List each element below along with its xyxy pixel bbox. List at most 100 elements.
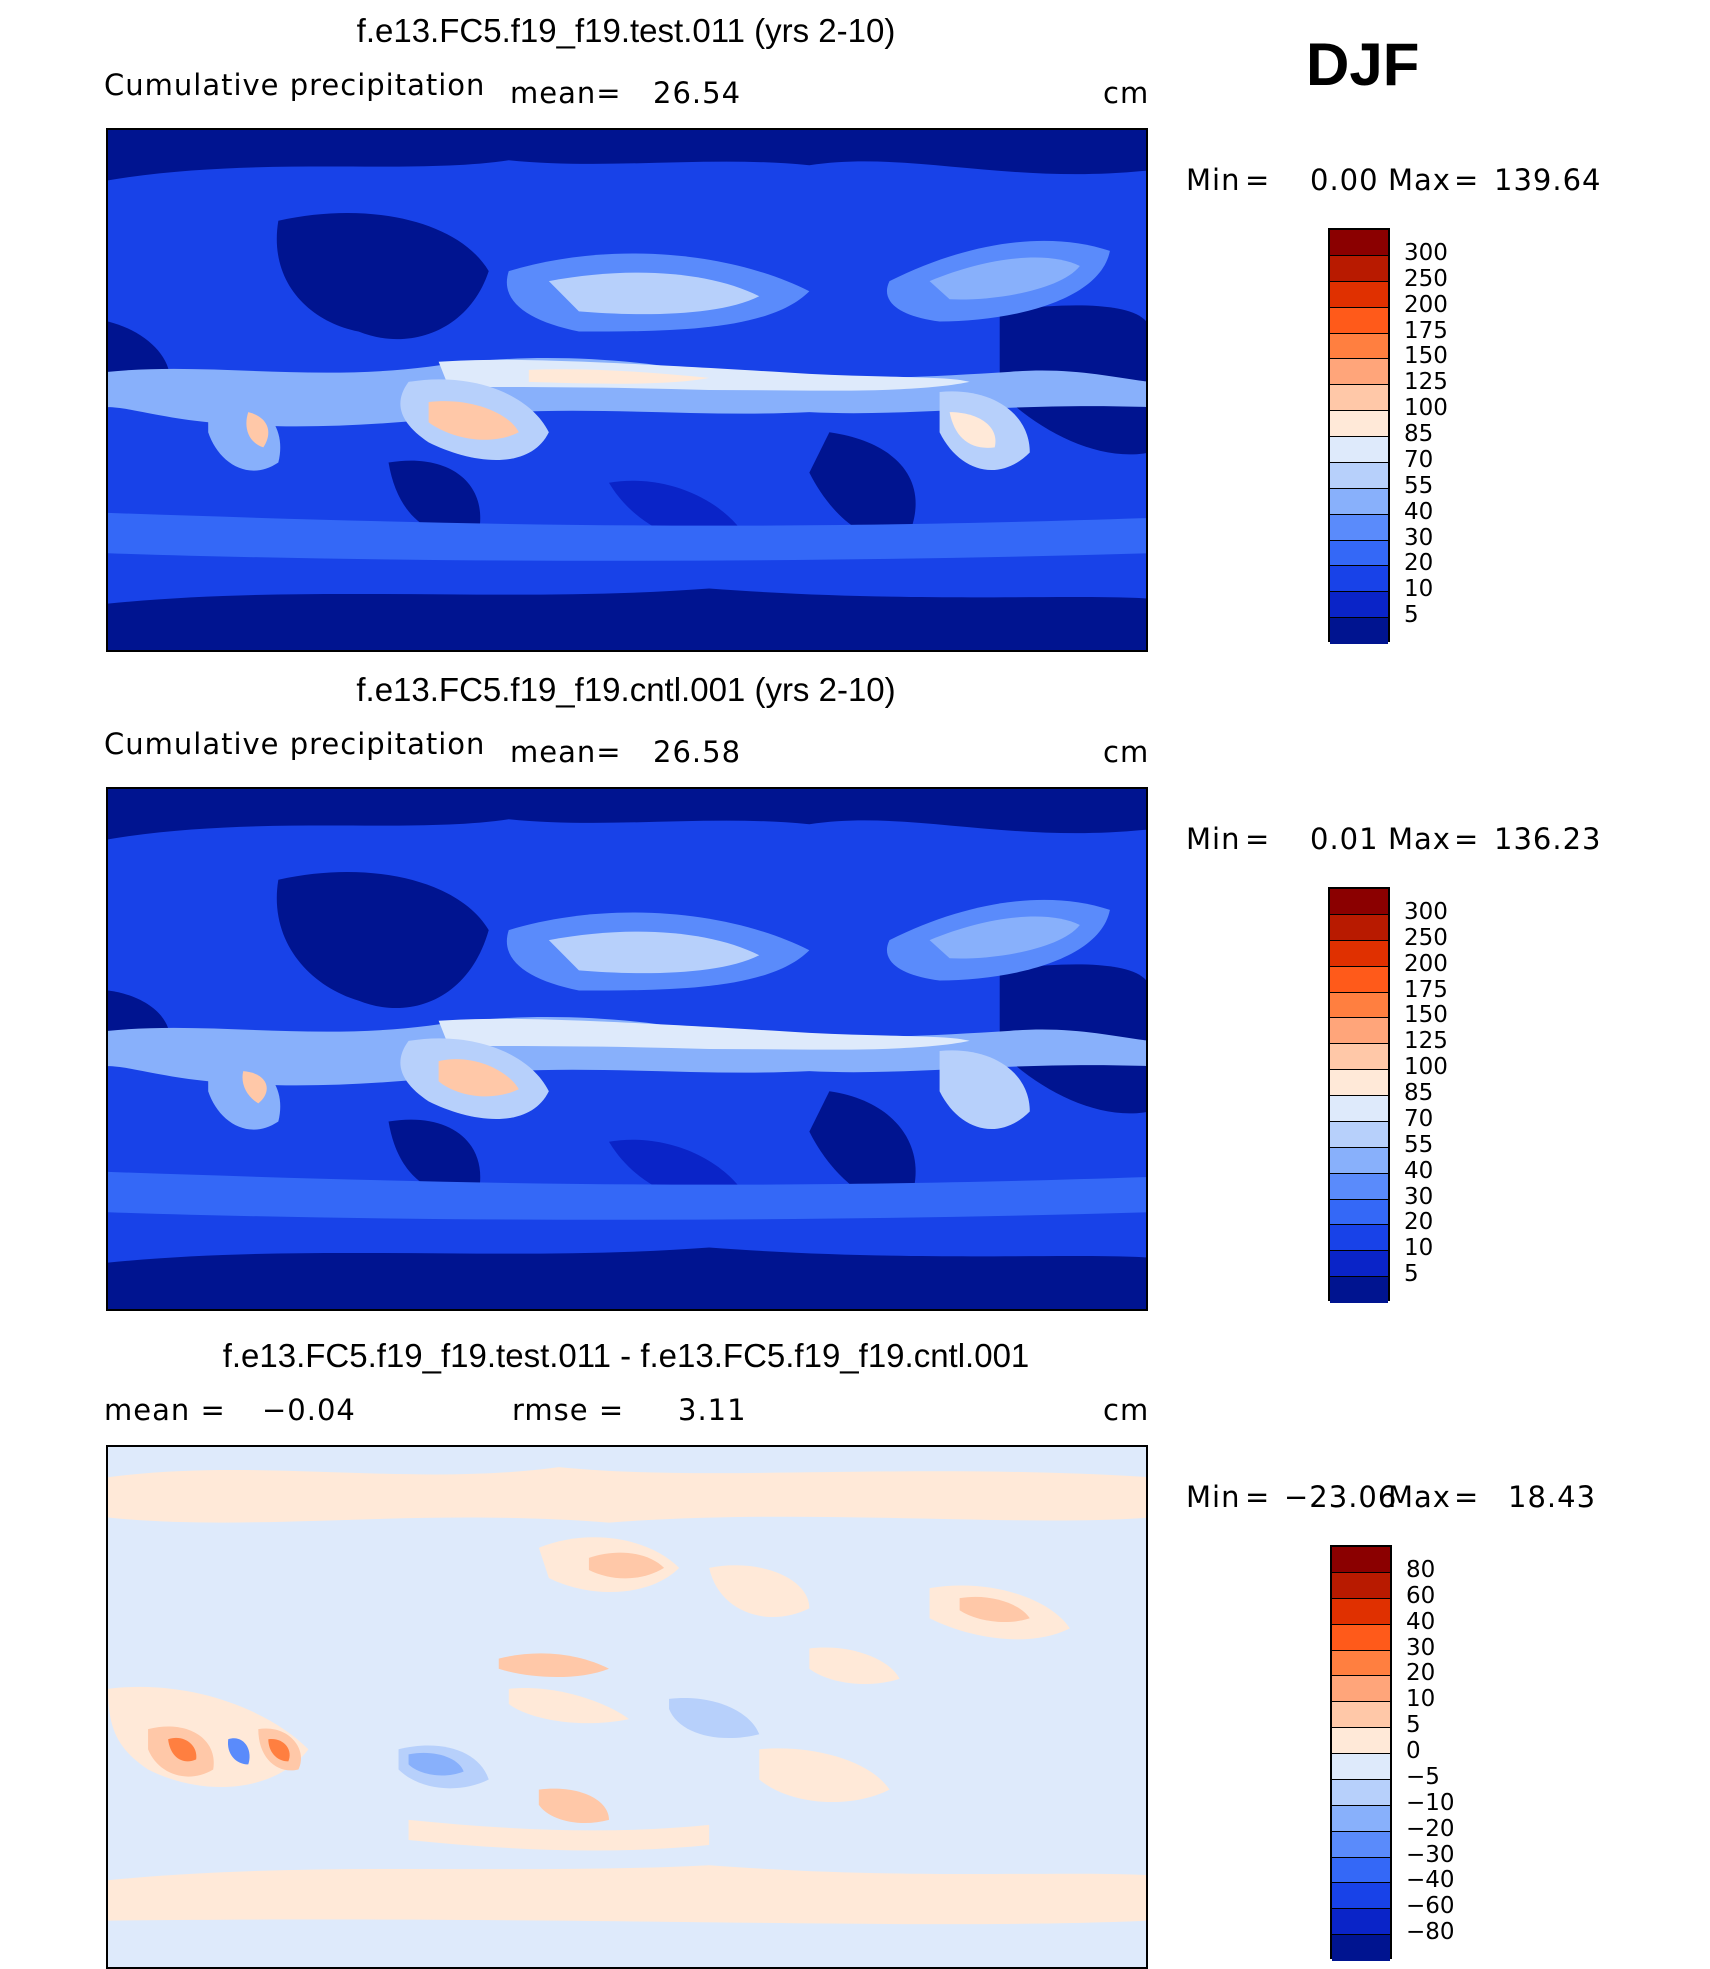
panel-1-field-label: Cumulative precipitation (104, 68, 486, 102)
precip-colorbar-swatch (1330, 1277, 1388, 1303)
panel-1-min-eq: = (1245, 163, 1271, 197)
diff-colorbar-swatch (1332, 1883, 1390, 1910)
precip-colorbar-tick-label: 10 (1404, 576, 1434, 603)
precip-colorbar-swatch (1330, 437, 1388, 463)
precip-colorbar-tick-label: 250 (1404, 924, 1448, 951)
precip-colorbar-tick-label: 70 (1404, 446, 1434, 473)
diff-colorbar-tick-label: 60 (1406, 1582, 1436, 1609)
precip-colorbar-swatch (1330, 514, 1388, 541)
panel-2-min-eq: = (1245, 822, 1271, 856)
panel-3-rmse-value: 3.11 (678, 1393, 747, 1427)
diff-colorbar-tick-label: −40 (1406, 1867, 1455, 1894)
precip-colorbar-tick-label: 250 (1404, 265, 1448, 292)
panel-2-field-label: Cumulative precipitation (104, 727, 486, 761)
diff-colorbar-tick-label: −30 (1406, 1841, 1455, 1868)
diff-colorbar-tick-label: 10 (1406, 1686, 1436, 1713)
diff-colorbar-swatch (1332, 1728, 1390, 1754)
panel-1-mean-value: 26.54 (653, 76, 742, 110)
precip-colorbar-swatch (1330, 566, 1388, 593)
precip-colorbar-swatch (1330, 889, 1388, 915)
diff-colorbar-tick-label: −5 (1406, 1763, 1440, 1790)
panel-3-max-eq: = (1454, 1480, 1480, 1514)
precip-colorbar-swatch (1330, 230, 1388, 256)
diff-colorbar-swatch (1332, 1779, 1390, 1806)
precip-colorbar-tick-label: 100 (1404, 1054, 1448, 1081)
precip-colorbar-tick-label: 200 (1404, 950, 1448, 977)
precip-colorbar-swatch (1330, 540, 1388, 567)
diff-colorbar-swatch (1332, 1935, 1390, 1961)
diff-colorbar-tick-label: 5 (1406, 1712, 1421, 1739)
diff-colorbar-tick-label: 30 (1406, 1634, 1436, 1661)
precip-colorbar-swatch (1330, 1225, 1388, 1252)
precip-colorbar-swatch (1330, 359, 1388, 386)
panel-2-max-label: Max (1388, 822, 1451, 856)
panel-1-max-eq: = (1454, 163, 1480, 197)
diff-colorbar-swatch (1332, 1909, 1390, 1936)
diff-colorbar-swatch (1332, 1676, 1390, 1703)
precip-colorbar-swatch (1330, 488, 1388, 515)
precip-colorbar-tick-label: 70 (1404, 1105, 1434, 1132)
precip-colorbar-swatch (1330, 992, 1388, 1019)
diff-colorbar-swatch (1332, 1831, 1390, 1858)
precip-colorbar-swatch (1330, 462, 1388, 489)
panel-3-difference-map (106, 1445, 1148, 1969)
panel-2-min-value: 0.01 (1310, 822, 1379, 856)
diff-colorbar-swatch (1332, 1650, 1390, 1677)
precip-colorbar-swatch (1330, 255, 1388, 282)
precip-colorbar-tick-label: 85 (1404, 1080, 1434, 1106)
precip-colorbar-tick-label: 10 (1404, 1235, 1434, 1262)
precip-colorbar-tick-label: 55 (1404, 1131, 1434, 1158)
precip-colorbar-swatch (1330, 281, 1388, 308)
precip-colorbar-tick-label: 55 (1404, 472, 1434, 499)
panel-2-mean-label: mean= (510, 735, 622, 769)
precip-colorbar-tick-label: 150 (1404, 343, 1448, 370)
precip-colorbar-tick-label: 100 (1404, 395, 1448, 422)
precip-colorbar-swatch (1330, 914, 1388, 941)
panel-3-mean-label: mean = (104, 1393, 226, 1427)
precip-colorbar-tick-label: 150 (1404, 1002, 1448, 1029)
diff-colorbar-tick-label: 20 (1406, 1660, 1436, 1687)
diff-colorbar-tick-label: −20 (1406, 1815, 1455, 1842)
panel-3-max-label: Max (1388, 1480, 1451, 1514)
panel-3-max-value: 18.43 (1508, 1480, 1597, 1514)
precip-colorbar-tick-label: 30 (1404, 524, 1434, 551)
panel-3-min-label: Min (1186, 1480, 1241, 1514)
precip-colorbar-swatch (1330, 1018, 1388, 1045)
panel-2-units: cm (1103, 735, 1150, 769)
diff-colorbar-tick-label: −10 (1406, 1789, 1455, 1816)
precip-colorbar-tick-label: 300 (1404, 239, 1448, 266)
panel-2-max-eq: = (1454, 822, 1480, 856)
diff-colorbar-swatch (1332, 1547, 1390, 1573)
panel-1-max-value: 139.64 (1494, 163, 1602, 197)
panel-2-precip-map (106, 787, 1148, 1311)
precip-colorbar-tick-label: 20 (1404, 550, 1434, 577)
precip-colorbar-swatch (1330, 307, 1388, 334)
panel-2-max-value: 136.23 (1494, 822, 1602, 856)
panel-3-units: cm (1103, 1393, 1150, 1427)
panel-1-mean-label: mean= (510, 76, 622, 110)
precip-colorbar-swatch (1330, 1096, 1388, 1122)
diff-colorbar-swatch (1332, 1805, 1390, 1832)
precip-colorbar-swatch (1330, 1251, 1388, 1278)
panel-1-title: f.e13.FC5.f19_f19.test.011 (yrs 2-10) (356, 12, 896, 49)
precip-colorbar-tick-label: 5 (1404, 602, 1419, 629)
precip-colorbar-swatch (1330, 940, 1388, 967)
precip-colorbar-swatch (1330, 1121, 1388, 1148)
panel-1-colorbar (1328, 228, 1390, 644)
precip-colorbar-swatch (1330, 1070, 1388, 1096)
precip-colorbar-swatch (1330, 966, 1388, 993)
diff-colorbar-tick-label: −80 (1406, 1919, 1455, 1946)
precip-colorbar-tick-label: 125 (1404, 1028, 1448, 1055)
precip-colorbar-tick-label: 30 (1404, 1183, 1434, 1210)
panel-3-min-value: −23.06 (1284, 1480, 1398, 1514)
diff-colorbar-swatch (1332, 1702, 1390, 1729)
diff-colorbar-swatch (1332, 1754, 1390, 1780)
panel-3-mean-value: −0.04 (262, 1393, 356, 1427)
diff-colorbar-tick-label: −60 (1406, 1893, 1455, 1920)
precip-colorbar-tick-label: 40 (1404, 1157, 1434, 1184)
precip-colorbar-tick-label: 300 (1404, 898, 1448, 925)
precip-colorbar-tick-label: 125 (1404, 369, 1448, 396)
panel-1-min-label: Min (1186, 163, 1241, 197)
precip-colorbar-swatch (1330, 1173, 1388, 1200)
precip-colorbar-swatch (1330, 618, 1388, 644)
